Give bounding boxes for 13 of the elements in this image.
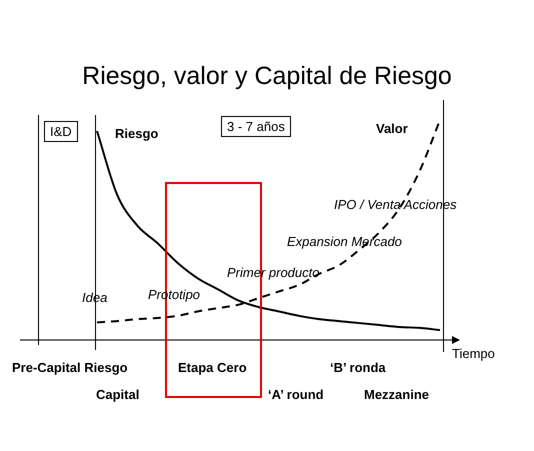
x-axis-title: Tiempo: [452, 346, 495, 361]
text: ‘A’ round: [268, 387, 324, 402]
series-label: Valor: [376, 121, 408, 136]
text: Pre-Capital Riesgo: [12, 360, 128, 375]
series-label: Riesgo: [115, 126, 158, 141]
text: Mezzanine: [364, 387, 430, 402]
text: Capital: [96, 387, 140, 402]
text: I&D: [44, 121, 78, 142]
text: ‘B’ ronda: [330, 360, 386, 375]
annotation: 3 - 7 años: [221, 116, 291, 137]
annotation: Expansion Mercado: [287, 234, 402, 249]
text: Etapa Cero: [178, 360, 247, 375]
chart-title: Riesgo, valor y Capital de Riesgo: [81, 62, 453, 91]
